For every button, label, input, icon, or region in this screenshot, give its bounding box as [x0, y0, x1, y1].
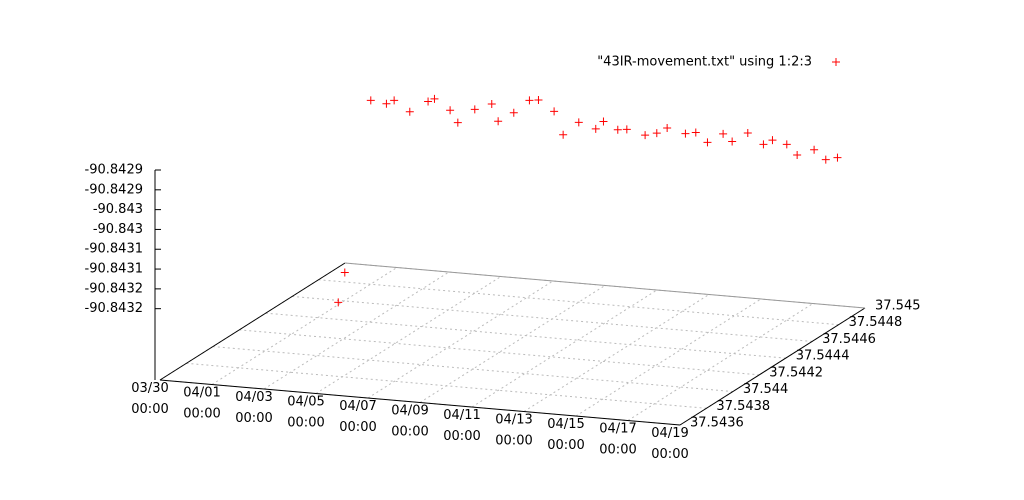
y-tick-label: 37.5448 [849, 315, 903, 330]
z-tick-label: -90.843 [93, 202, 143, 217]
point [622, 125, 631, 134]
point [574, 118, 583, 127]
point [652, 129, 661, 138]
y-tick-label: 37.5444 [796, 349, 850, 364]
grid-line [627, 303, 814, 421]
grid-line [212, 346, 733, 393]
grid-line [263, 271, 450, 390]
z-tick-label: -90.8429 [85, 163, 143, 178]
grid-line [186, 362, 707, 409]
x-tick-label: 04/01 00:00 [183, 385, 220, 421]
x-tick-label: 04/17 00:00 [599, 421, 636, 457]
point [719, 129, 728, 138]
point [430, 94, 439, 103]
grid-line [315, 276, 502, 394]
point [810, 145, 819, 154]
grid-line [419, 285, 606, 403]
y-tick-label: 37.5436 [690, 416, 744, 431]
grid-line [265, 312, 786, 359]
point [494, 117, 503, 126]
axis-line [159, 379, 681, 426]
point [534, 96, 543, 105]
point [599, 117, 608, 126]
z-tick-label: -90.8431 [85, 242, 143, 257]
point [424, 97, 433, 106]
point [691, 128, 700, 137]
grid-line [367, 280, 554, 399]
point [793, 151, 802, 160]
point [559, 130, 568, 139]
y-tick-label: 37.5446 [822, 332, 876, 347]
point [470, 105, 479, 114]
x-tick-label: 04/03 00:00 [235, 390, 272, 426]
z-tick-label: -90.8432 [85, 281, 143, 296]
point [390, 96, 399, 105]
point [728, 137, 737, 146]
point [613, 125, 622, 134]
y-tick-label: 37.544 [743, 382, 789, 397]
x-tick-label: 04/19 00:00 [651, 426, 688, 462]
x-tick-label: 04/07 00:00 [339, 399, 376, 435]
point [340, 268, 349, 277]
grid-line [211, 267, 398, 385]
point [525, 96, 534, 105]
point [334, 298, 343, 307]
point [550, 107, 559, 116]
point [487, 100, 496, 109]
x-tick-label: 04/05 00:00 [287, 394, 324, 430]
x-tick-label: 04/09 00:00 [391, 403, 428, 439]
point [681, 129, 690, 138]
point [591, 124, 600, 133]
grid-line [292, 295, 813, 342]
grid-line [523, 294, 710, 412]
x-tick-label: 03/30 00:00 [131, 381, 168, 417]
point [821, 155, 830, 164]
legend-label: "43IR-movement.txt" using 1:2:3 [597, 55, 812, 70]
x-tick-label: 04/13 00:00 [495, 412, 532, 448]
point [782, 140, 791, 149]
point [768, 136, 777, 145]
point [833, 153, 842, 162]
point [743, 129, 752, 138]
y-tick-label: 37.545 [875, 299, 921, 314]
point [663, 123, 672, 132]
z-tick-label: -90.8429 [85, 182, 143, 197]
point [703, 138, 712, 147]
point [641, 131, 650, 140]
z-tick-label: -90.8431 [85, 262, 143, 277]
axis-line [159, 262, 346, 381]
axis-line [679, 307, 866, 426]
y-tick-label: 37.5442 [769, 365, 823, 380]
z-tick-label: -90.843 [93, 222, 143, 237]
x-tick-label: 04/11 00:00 [443, 408, 480, 444]
grid-line [318, 279, 839, 326]
legend-marker [832, 58, 840, 66]
grid-line [471, 289, 658, 408]
grid-line [239, 329, 760, 376]
point [759, 140, 768, 149]
point [366, 96, 375, 105]
point [509, 108, 518, 117]
grid-line [575, 298, 762, 417]
axis-line [344, 262, 866, 309]
x-tick-label: 04/15 00:00 [547, 417, 584, 453]
z-tick-label: -90.8432 [85, 301, 143, 316]
point [382, 99, 391, 108]
point [453, 118, 462, 127]
point [446, 106, 455, 115]
y-tick-label: 37.5438 [716, 399, 770, 414]
point [405, 107, 414, 116]
